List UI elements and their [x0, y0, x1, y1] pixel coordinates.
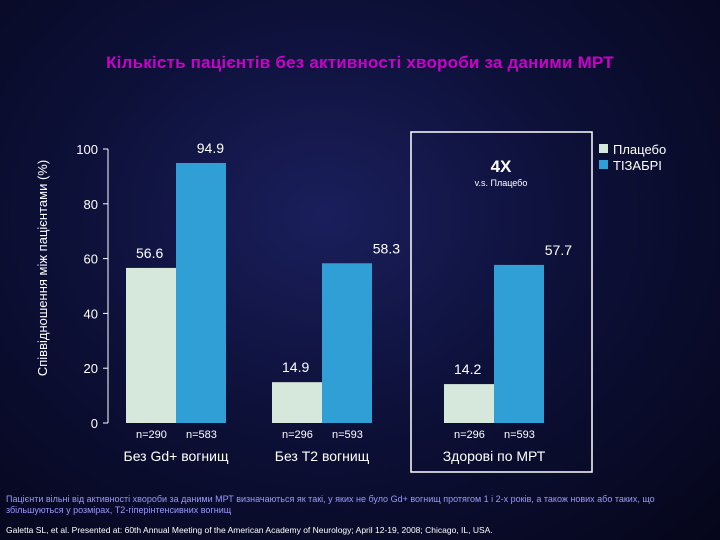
footnote: Пацієнти вільні від активності хвороби з…	[6, 494, 655, 515]
placebo-bar	[126, 267, 176, 423]
sample-size-label: n=583	[186, 429, 217, 441]
y-tick-label: 20	[84, 361, 98, 376]
y-tick-label: 60	[84, 252, 98, 267]
sample-size-label: n=593	[504, 429, 535, 441]
data-label: 56.6	[136, 245, 163, 261]
legend-label: Плацебо	[613, 142, 666, 157]
x-category-label: Здорові по МРТ	[443, 448, 546, 464]
data-label: 14.9	[282, 359, 309, 375]
highlight-sublabel: v.s. Плацебо	[475, 178, 528, 188]
sample-size-label: n=296	[282, 429, 313, 441]
citation: Galetta SL, et al. Presented at: 60th An…	[6, 525, 493, 535]
highlight-box	[410, 131, 593, 473]
y-tick-label: 0	[91, 416, 98, 431]
y-tick-label: 100	[76, 142, 98, 157]
y-tick-label: 40	[84, 306, 98, 321]
data-label: 94.9	[197, 140, 224, 156]
sample-size-label: n=593	[332, 429, 363, 441]
slide-title: Кількість пацієнтів без активності хворо…	[106, 53, 614, 72]
y-tick-label: 80	[84, 197, 98, 212]
legend-label: ТІЗАБРІ	[613, 158, 662, 173]
placebo-bar	[444, 384, 494, 423]
data-label: 14.2	[454, 361, 481, 377]
tysabri-bar	[322, 263, 372, 423]
y-axis-label: Співвідношення між пацієнтами (%)	[35, 160, 50, 376]
tysabri-bar	[494, 264, 544, 423]
x-category-label: Без Gd+ вогнищ	[124, 448, 229, 464]
x-category-label: Без Т2 вогнищ	[275, 448, 370, 464]
highlight-label: 4X	[491, 157, 512, 176]
data-label: 58.3	[373, 240, 400, 256]
sample-size-label: n=290	[136, 429, 167, 441]
tysabri-bar	[176, 162, 226, 423]
data-label: 57.7	[545, 242, 572, 258]
legend-swatch	[599, 160, 608, 169]
sample-size-label: n=296	[454, 429, 485, 441]
legend-swatch	[599, 144, 608, 153]
placebo-bar	[272, 382, 322, 423]
